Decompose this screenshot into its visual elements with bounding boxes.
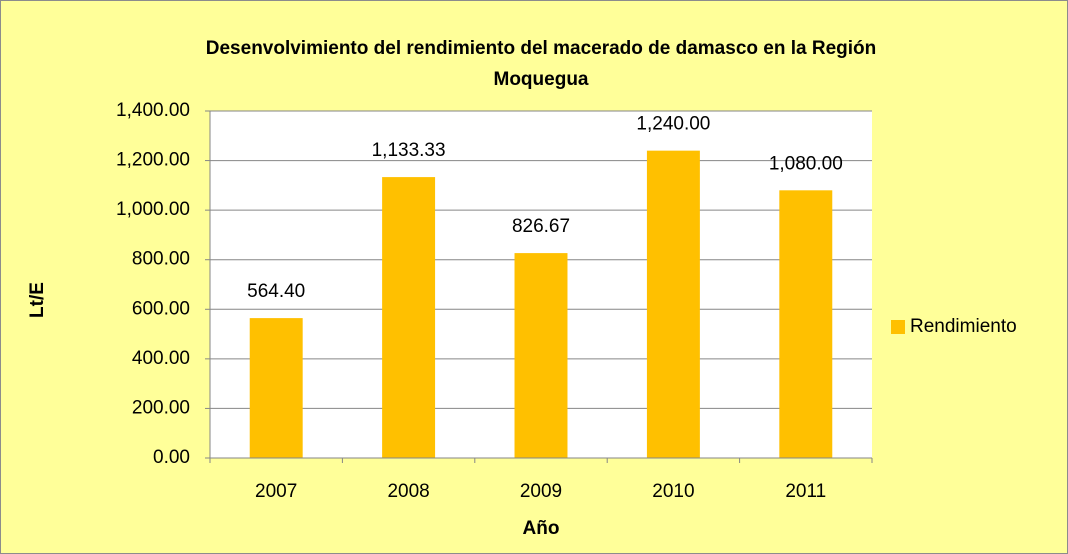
legend-label: Rendimiento — [910, 316, 1017, 337]
y-tick-label: 1,200.00 — [116, 150, 190, 171]
data-label: 1,080.00 — [769, 153, 843, 174]
bar — [382, 177, 436, 458]
y-tick-label: 1,000.00 — [116, 199, 190, 220]
bar — [514, 253, 568, 458]
y-tick-label: 800.00 — [132, 249, 190, 270]
x-tick-label: 2011 — [785, 481, 826, 502]
y-tick-label: 1,400.00 — [116, 100, 190, 121]
data-label: 1,240.00 — [636, 114, 710, 135]
bar — [779, 190, 833, 459]
y-tick-label: 600.00 — [132, 298, 190, 319]
x-tick-label: 2009 — [520, 481, 562, 502]
data-label: 564.40 — [247, 281, 305, 302]
data-label: 1,133.33 — [372, 140, 446, 161]
y-axis-title: Lt/E — [27, 282, 48, 318]
chart-title: Moquegua — [494, 69, 589, 90]
y-tick-label: 200.00 — [132, 397, 190, 418]
bar — [646, 150, 700, 458]
x-tick-label: 2007 — [255, 481, 297, 502]
chart-title: Desenvolvimiento del rendimiento del mac… — [206, 38, 876, 59]
bar — [249, 318, 303, 458]
x-tick-label: 2008 — [387, 481, 429, 502]
x-axis-title: Año — [523, 518, 560, 539]
y-tick-label: 400.00 — [132, 348, 190, 369]
data-label: 826.67 — [512, 216, 570, 237]
legend-swatch — [891, 320, 905, 334]
x-tick-label: 2010 — [652, 481, 694, 502]
y-tick-label: 0.00 — [153, 447, 190, 468]
